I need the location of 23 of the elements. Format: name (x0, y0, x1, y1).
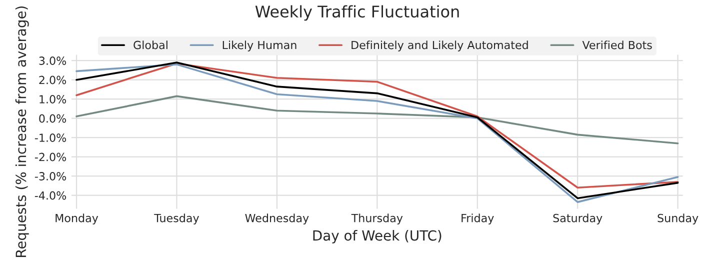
y-tick-label: 2.0% (39, 76, 66, 84)
x-tick-label: Tuesday (154, 214, 199, 224)
y-axis-title: Requests (% increase from average) (15, 6, 29, 257)
x-tick-label: Thursday (351, 214, 403, 224)
y-tick-label: -4.0% (34, 191, 66, 200)
legend-label: Definitely and Likely Automated (352, 40, 528, 52)
chart-title: Weekly Traffic Fluctuation (255, 5, 459, 21)
x-tick-label: Sunday (658, 214, 698, 224)
x-axis-title: Day of Week (UTC) (313, 230, 442, 244)
y-tick-label: 1.0% (40, 95, 66, 104)
y-tick-label: 3.0% (39, 56, 66, 65)
x-tick-label: Friday (462, 214, 494, 224)
y-tick-label: -3.0% (34, 172, 66, 180)
x-tick-label: Monday (56, 214, 98, 224)
legend-label: Global (134, 40, 168, 50)
y-tick-label: -1.0% (34, 134, 66, 142)
line-series (76, 95, 679, 144)
y-tick-label: 0.0% (39, 114, 66, 123)
legend-label: Verified Bots (582, 40, 652, 50)
y-tick-label: -2.0% (34, 152, 66, 162)
legend-label: Likely Human (222, 40, 296, 52)
x-tick-label: Saturday (553, 214, 602, 224)
x-tick-label: Wednesday (245, 214, 309, 224)
